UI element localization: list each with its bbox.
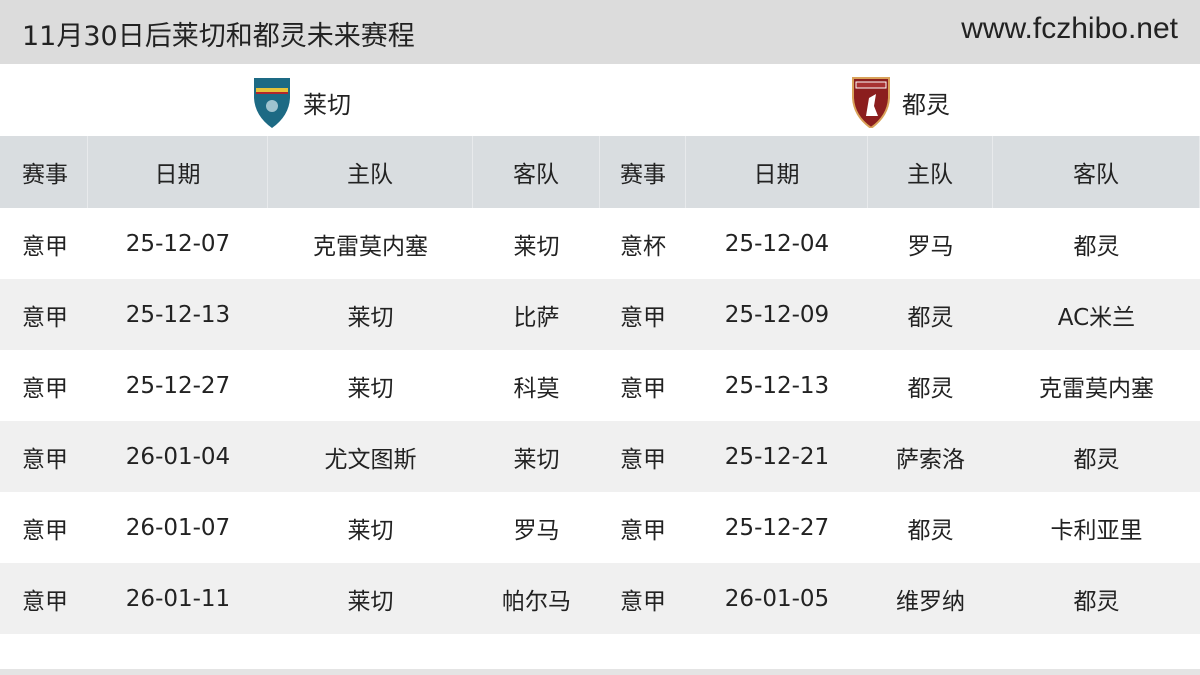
cell-away-team: 都灵	[1073, 233, 1120, 260]
cell-home-team: 莱切	[347, 304, 394, 331]
column-header-away-team: 客队	[473, 136, 600, 208]
cell-competition: 意甲	[620, 304, 666, 331]
header-bar: 11月30日后莱切和都灵未来赛程 www.fczhibo.net	[0, 0, 1200, 64]
cell-away-team: 卡利亚里	[1050, 517, 1143, 544]
table-row: 意甲 26-01-07 莱切 罗马	[0, 492, 600, 563]
table-header: 赛事 日期 主队 客队	[0, 136, 600, 208]
table-header: 赛事 日期 主队 客队	[600, 136, 1200, 208]
cell-date: 25-12-04	[724, 230, 830, 257]
cell-date: 26-01-11	[125, 585, 231, 612]
column-header-away-team: 客队	[993, 136, 1200, 208]
table-row: 意杯 25-12-04 罗马 都灵	[600, 208, 1200, 279]
cell-home-team: 莱切	[347, 375, 394, 402]
cell-away-team: 莱切	[513, 446, 560, 473]
cell-home-team: 都灵	[907, 304, 954, 331]
cell-home-team: 莱切	[347, 588, 394, 615]
cell-date: 25-12-09	[724, 301, 830, 328]
torino-crest-icon	[852, 77, 890, 128]
torino-schedule-table: 赛事 日期 主队 客队 意杯 25-12-04 罗马 都灵 意甲 25-12-09 都灵 AC米兰 意甲…	[600, 136, 1200, 634]
cell-date: 25-12-27	[724, 514, 830, 541]
cell-away-team: 帕尔马	[502, 588, 571, 615]
cell-date: 26-01-05	[724, 585, 830, 612]
cell-date: 25-12-13	[125, 301, 231, 328]
cell-date: 25-12-13	[724, 372, 830, 399]
cell-home-team: 尤文图斯	[324, 446, 417, 473]
cell-date: 26-01-04	[125, 443, 231, 470]
cell-competition: 意甲	[620, 375, 666, 402]
cell-home-team: 萨索洛	[896, 446, 965, 473]
column-header-date: 日期	[88, 136, 268, 208]
cell-date: 26-01-07	[125, 514, 231, 541]
table-row: 意甲 25-12-13 都灵 克雷莫内塞	[600, 350, 1200, 421]
cell-away-team: AC米兰	[1057, 304, 1136, 331]
cell-competition: 意甲	[22, 375, 68, 402]
cell-away-team: 比萨	[513, 304, 560, 331]
cell-away-team: 罗马	[513, 517, 560, 544]
cell-competition: 意甲	[620, 588, 666, 615]
table-row: 意甲 25-12-21 萨索洛 都灵	[600, 421, 1200, 492]
cell-competition: 意甲	[22, 233, 68, 260]
cell-home-team: 都灵	[907, 375, 954, 402]
cell-home-team: 莱切	[347, 517, 394, 544]
table-row: 意甲 26-01-04 尤文图斯 莱切	[0, 421, 600, 492]
cell-home-team: 克雷莫内塞	[313, 233, 428, 260]
cell-away-team: 科莫	[513, 375, 560, 402]
cell-competition: 意甲	[22, 446, 68, 473]
column-header-home-team: 主队	[268, 136, 473, 208]
cell-competition: 意甲	[22, 588, 68, 615]
column-header-date: 日期	[686, 136, 868, 208]
team-name: 莱切	[303, 90, 351, 119]
lecce-schedule-table: 赛事 日期 主队 客队 意甲 25-12-07 克雷莫内塞 莱切 意甲 25-12-13 莱切 比萨意…	[0, 136, 600, 634]
page-title: 11月30日后莱切和都灵未来赛程	[22, 21, 415, 52]
cell-home-team: 罗马	[907, 233, 954, 260]
table-row: 意甲 25-12-07 克雷莫内塞 莱切	[0, 208, 600, 279]
column-header-home-team: 主队	[868, 136, 993, 208]
cell-date: 25-12-27	[125, 372, 231, 399]
team-lecce: 莱切	[253, 76, 351, 128]
column-header-competition: 赛事	[0, 136, 88, 208]
table-row: 意甲 25-12-09 都灵 AC米兰	[600, 279, 1200, 350]
cell-away-team: 莱切	[513, 233, 560, 260]
team-name: 都灵	[902, 90, 950, 119]
table-row: 意甲 26-01-05 维罗纳 都灵	[600, 563, 1200, 634]
column-header-competition: 赛事	[600, 136, 686, 208]
team-torino: 都灵	[852, 76, 950, 128]
cell-competition: 意甲	[22, 304, 68, 331]
cell-date: 25-12-07	[125, 230, 231, 257]
cell-competition: 意甲	[620, 517, 666, 544]
cell-competition: 意甲	[620, 446, 666, 473]
teams-row: 莱切 都灵	[0, 64, 1200, 136]
cell-away-team: 都灵	[1073, 588, 1120, 615]
table-row: 意甲 26-01-11 莱切 帕尔马	[0, 563, 600, 634]
bottom-border	[0, 669, 1200, 675]
table-row: 意甲 25-12-13 莱切 比萨	[0, 279, 600, 350]
cell-home-team: 维罗纳	[896, 588, 965, 615]
cell-competition: 意甲	[22, 517, 68, 544]
cell-away-team: 克雷莫内塞	[1039, 375, 1154, 402]
cell-date: 25-12-21	[724, 443, 830, 470]
cell-home-team: 都灵	[907, 517, 954, 544]
cell-away-team: 都灵	[1073, 446, 1120, 473]
table-row: 意甲 25-12-27 都灵 卡利亚里	[600, 492, 1200, 563]
table-row: 意甲 25-12-27 莱切 科莫	[0, 350, 600, 421]
lecce-crest-icon	[254, 78, 290, 128]
site-url[interactable]: www.fczhibo.net	[961, 12, 1178, 45]
cell-competition: 意杯	[620, 233, 666, 260]
